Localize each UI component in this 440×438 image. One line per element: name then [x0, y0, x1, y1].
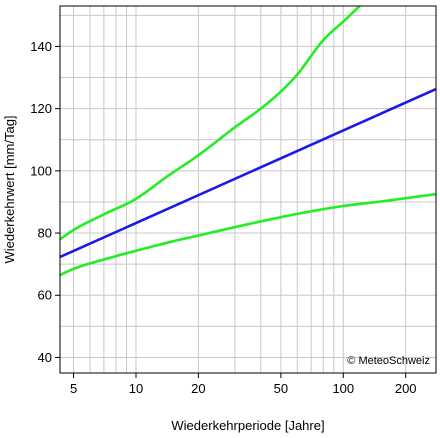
x-tick-label: 5 [70, 381, 77, 396]
plot-frame [59, 5, 437, 374]
series-line-estimate [60, 87, 436, 259]
y-tick-label: 60 [38, 288, 52, 303]
y-tick-label: 100 [30, 163, 52, 178]
y-tick-label: 80 [38, 226, 52, 241]
x-tick-label: 200 [395, 381, 417, 396]
y-tick-label: 40 [38, 350, 52, 365]
series-line-lower-bound [60, 192, 436, 277]
tick-layer: 5 10 20 50 100 200 40 60 80 100 120 140 [30, 39, 416, 396]
x-tick-label: 10 [129, 381, 143, 396]
series-layer [60, 6, 436, 277]
x-tick-label: 100 [332, 381, 354, 396]
credit-label: © MeteoSchweiz [347, 355, 430, 367]
series-line-upper-bound [60, 6, 361, 241]
x-axis-label: Wiederkehrperiode [Jahre] [171, 418, 324, 433]
x-tick-label: 50 [274, 381, 288, 396]
y-tick-label: 140 [30, 39, 52, 54]
y-tick-label: 120 [30, 101, 52, 116]
y-axis-label: Wiederkehrwert [mm/Tag] [2, 115, 17, 263]
x-tick-label: 20 [191, 381, 205, 396]
